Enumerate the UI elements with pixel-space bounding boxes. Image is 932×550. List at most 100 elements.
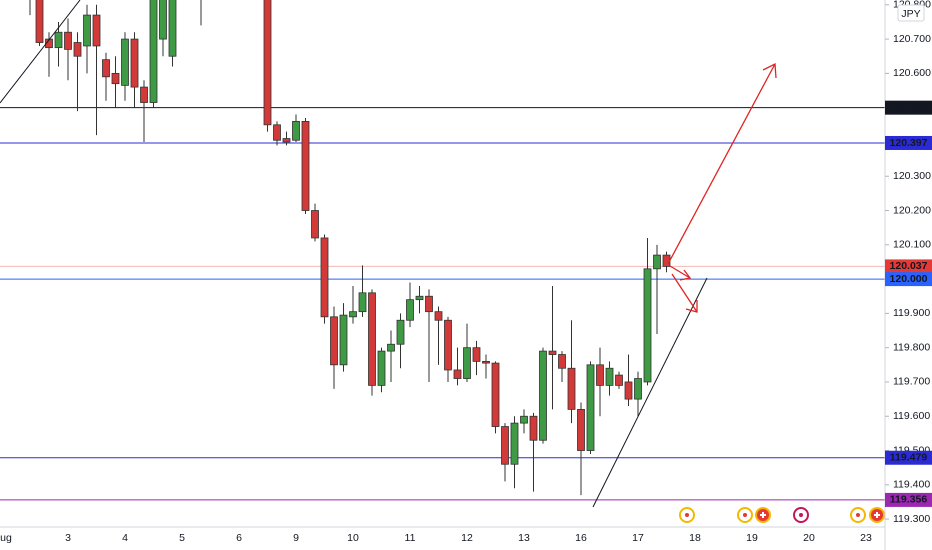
candle-body: [434, 311, 443, 321]
currency-label: JPY: [901, 8, 920, 20]
candle-body: [168, 0, 177, 57]
arrow-head: [679, 269, 692, 281]
event-dot: [743, 513, 747, 517]
candle-body: [140, 86, 148, 103]
candle-body: [92, 14, 101, 47]
candle-body: [425, 295, 433, 313]
candle-body: [111, 72, 120, 85]
candle-body: [121, 38, 129, 86]
level-label: 119.356: [890, 494, 928, 506]
candle-body: [548, 350, 557, 355]
candle-body: [130, 38, 139, 88]
level-label-box: [885, 135, 932, 150]
x-tick-label: 3: [65, 532, 71, 544]
x-tick-label: 17: [632, 532, 644, 544]
event-icons: [679, 507, 885, 523]
level-label: 120.000: [890, 273, 928, 285]
candle-body: [615, 374, 623, 386]
x-tick-label: 9: [293, 532, 299, 544]
candle-body: [149, 0, 158, 103]
x-tick-label: 6: [236, 532, 242, 544]
candle-body: [463, 347, 471, 379]
event-dot: [856, 513, 860, 517]
candle-body: [102, 59, 110, 78]
level-label: 120.500: [890, 101, 928, 113]
level-label-box: [885, 272, 932, 287]
candle-body: [339, 314, 348, 366]
x-tick-label: 13: [518, 532, 530, 544]
level-label: 120.397: [890, 137, 928, 149]
candle-body: [45, 38, 53, 49]
level-label-box: [885, 100, 932, 115]
x-tick-label: 19: [746, 532, 758, 544]
y-tick-label: 119.300: [893, 513, 930, 525]
trend-line: [0, 0, 81, 104]
candle-body: [453, 369, 462, 379]
candle-body: [634, 378, 642, 400]
x-tick-label: 11: [405, 532, 416, 544]
x-tick-label: 20: [803, 532, 815, 544]
x-tick-label: 23: [860, 532, 872, 544]
candle-body: [539, 350, 547, 441]
drawings: [0, 0, 777, 508]
candle-body: [64, 31, 72, 50]
candle-body: [311, 210, 319, 239]
y-tick-label: 120.600: [893, 67, 931, 79]
trend-line: [592, 277, 708, 508]
candle-body: [282, 138, 291, 143]
x-tick-label: 18: [689, 532, 701, 544]
x-tick-label: 12: [461, 532, 473, 544]
candle-body: [415, 295, 424, 301]
x-tick-label: 10: [347, 532, 359, 544]
candle-body: [501, 426, 509, 465]
candle-body: [73, 42, 82, 57]
candle-body: [529, 415, 538, 441]
event-plus: [874, 512, 880, 518]
level-label: 120.037: [890, 260, 928, 272]
y-tick-label: 119.700: [893, 376, 930, 388]
y-tick-label: 120.300: [893, 170, 931, 182]
candles: [29, 0, 671, 496]
candle-body: [358, 292, 367, 313]
y-tick-label: 120.200: [893, 204, 931, 216]
candle-body: [159, 0, 167, 40]
candle-body: [273, 124, 281, 141]
candle-body: [349, 311, 357, 318]
candle-body: [387, 343, 395, 352]
candle-body: [368, 292, 376, 386]
candle-body: [330, 316, 338, 366]
candle-body: [444, 319, 452, 371]
candle-body: [83, 14, 91, 47]
candle-body: [577, 408, 585, 451]
level-label-box: [885, 492, 932, 507]
arrow: [669, 265, 691, 279]
candle-body: [482, 360, 490, 364]
arrow-head: [685, 300, 698, 313]
x-tick-label: 4: [122, 532, 128, 544]
candle-body: [54, 31, 63, 49]
candle-body: [586, 364, 595, 451]
x-tick-label: 5: [179, 532, 185, 544]
candle-body: [605, 367, 614, 386]
candle-body: [472, 347, 481, 362]
level-label-box: [885, 450, 932, 465]
currency-box[interactable]: [897, 4, 925, 22]
candle-body: [263, 0, 272, 126]
candle-body: [624, 381, 633, 400]
arrow: [671, 273, 698, 313]
x-tick-label: 16: [575, 532, 587, 544]
candle-body: [662, 254, 671, 267]
candle-body: [396, 319, 405, 345]
y-tick-label: 120.100: [893, 239, 931, 251]
x-tick-label: ug: [0, 532, 12, 544]
y-tick-label: 119.600: [893, 410, 930, 422]
candle-body: [558, 354, 566, 369]
candle-body: [292, 120, 300, 141]
levels: [0, 107, 885, 501]
y-tick-label: 119.900: [893, 307, 930, 319]
y-tick-label: 119.400: [893, 479, 930, 491]
arrow-head: [762, 62, 777, 79]
candle-body: [377, 350, 386, 386]
